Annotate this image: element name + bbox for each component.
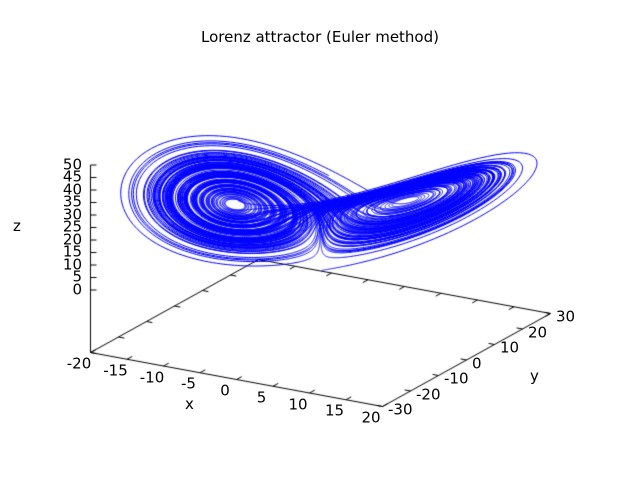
z-tick-label: 20 [62, 230, 82, 248]
z-tick-label: 30 [62, 205, 82, 223]
y-tick-label: 10 [500, 338, 520, 357]
x-tick-label: -20 [66, 354, 92, 373]
x-tick-label: -5 [181, 374, 196, 393]
x-tick-label: 0 [220, 381, 230, 400]
x-tick-label: 15 [324, 401, 345, 420]
y-tick-label: 0 [472, 354, 482, 372]
z-tick-label: 0 [72, 280, 82, 298]
z-tick-label: 5 [72, 267, 82, 286]
z-tick-label: 50 [62, 155, 82, 173]
y-tick-label: 20 [528, 323, 548, 341]
z-axis-title: z [13, 217, 21, 235]
z-tick-label: 35 [62, 192, 82, 211]
y-tick-label: -10 [444, 369, 469, 388]
y-tick-label: 30 [556, 307, 576, 326]
z-tick-label: 25 [62, 217, 82, 236]
z-tick-label: 10 [62, 255, 82, 273]
y-tick-label: -20 [416, 385, 441, 403]
y-tick-label: -30 [388, 400, 413, 419]
x-tick-label: 10 [288, 395, 308, 413]
x-tick-label: -15 [103, 361, 128, 380]
y-axis-title: y [530, 367, 539, 385]
z-tick-label: 40 [62, 180, 82, 198]
plot-title: Lorenz attractor (Euler method) [201, 28, 439, 46]
z-tick-label: 45 [62, 167, 82, 186]
x-tick-label: 20 [361, 408, 381, 427]
x-tick-label: 5 [256, 388, 267, 407]
x-axis-title: x [185, 395, 194, 413]
x-tick-label: -10 [139, 368, 165, 386]
z-tick-label: 15 [62, 242, 82, 261]
